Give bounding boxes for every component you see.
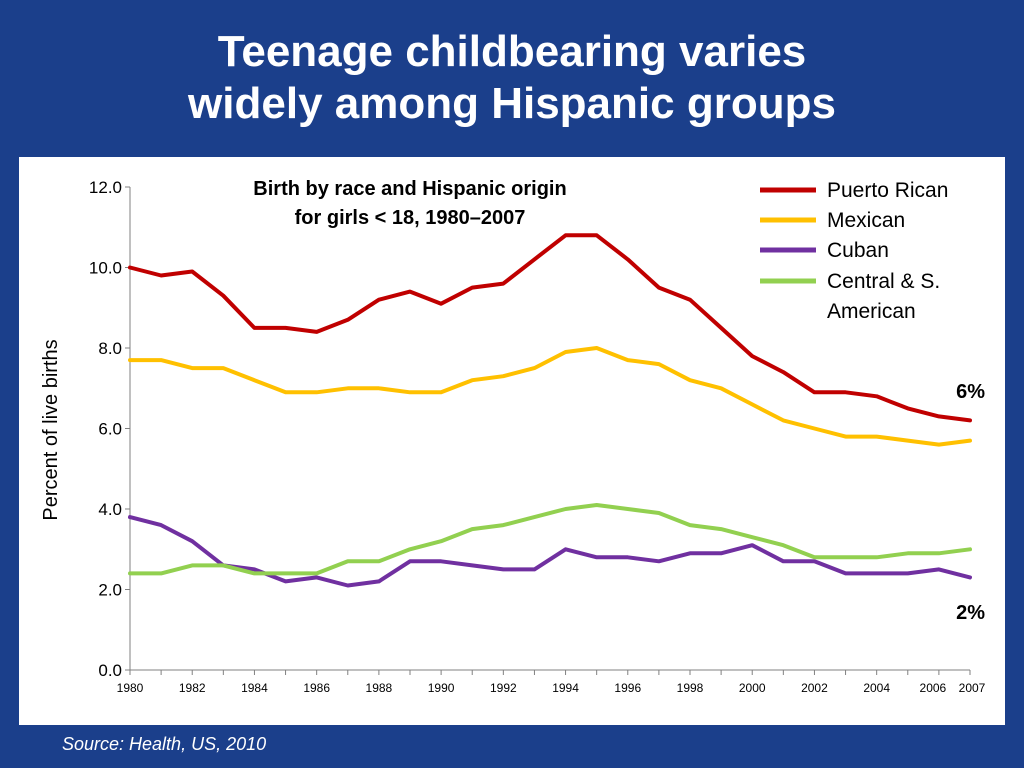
x-tick-label: 2004 bbox=[863, 681, 890, 695]
chart-panel: 0.0 2.0 4.0 6.0 8.0 10.0 12.0 1980 1982 1984 1986 1… bbox=[19, 157, 1005, 725]
line-chart: 0.0 2.0 4.0 6.0 8.0 10.0 12.0 1980 1982 1984 1986 1… bbox=[40, 178, 986, 695]
legend-label: Cuban bbox=[827, 239, 889, 262]
series-line-cuban bbox=[128, 515, 972, 588]
y-tick-label: 10.0 bbox=[89, 259, 122, 278]
legend-label: American bbox=[827, 300, 916, 323]
chart-title-line-1: Birth by race and Hispanic origin bbox=[253, 178, 566, 200]
y-tick-label: 12.0 bbox=[89, 178, 122, 197]
annotation-2-percent: 2% bbox=[956, 602, 985, 624]
x-tick-label: 1984 bbox=[241, 681, 268, 695]
x-tick-label: 1996 bbox=[614, 681, 641, 695]
y-tick-label: 2.0 bbox=[98, 581, 122, 600]
legend-label: Puerto Rican bbox=[827, 179, 948, 202]
source-note: Source: Health, US, 2010 bbox=[62, 734, 267, 754]
x-tick-label: 1982 bbox=[179, 681, 206, 695]
y-tick-label: 4.0 bbox=[98, 500, 122, 519]
series-line-puerto-rican bbox=[128, 233, 972, 423]
x-tick-label: 1980 bbox=[117, 681, 144, 695]
y-axis-label: Percent of live births bbox=[40, 339, 62, 520]
series-line-central-s-american bbox=[128, 503, 972, 576]
chart-title-line-2: for girls < 18, 1980–2007 bbox=[295, 207, 526, 229]
x-tick-label: 2002 bbox=[801, 681, 828, 695]
y-tick-label: 6.0 bbox=[98, 420, 122, 439]
y-tick-label: 0.0 bbox=[98, 661, 122, 680]
series-lines bbox=[128, 233, 972, 588]
x-tick-label: 2006 bbox=[920, 681, 947, 695]
legend: Puerto Rican Mexican Cuban Central & S. Amer… bbox=[760, 179, 948, 323]
series-line-mexican bbox=[128, 346, 972, 447]
legend-label: Mexican bbox=[827, 209, 905, 232]
slide-title: Teenage childbearing varies widely among… bbox=[0, 26, 1024, 130]
slide-title-line-1: Teenage childbearing varies bbox=[217, 27, 807, 76]
y-tick-label: 8.0 bbox=[98, 339, 122, 358]
x-tick-label: 1988 bbox=[366, 681, 393, 695]
x-tick-label: 2000 bbox=[739, 681, 766, 695]
x-tick-label: 1998 bbox=[677, 681, 704, 695]
annotation-6-percent: 6% bbox=[956, 381, 985, 403]
x-tick-label: 1992 bbox=[490, 681, 517, 695]
x-tick-label: 1986 bbox=[303, 681, 330, 695]
axes: 0.0 2.0 4.0 6.0 8.0 10.0 12.0 1980 1982 1984 1986 1… bbox=[89, 178, 986, 695]
slide-title-line-2: widely among Hispanic groups bbox=[188, 79, 836, 128]
x-tick-label: 1990 bbox=[428, 681, 455, 695]
x-tick-label: 2007 bbox=[959, 681, 986, 695]
x-tick-label: 1994 bbox=[552, 681, 579, 695]
legend-label: Central & S. bbox=[827, 270, 940, 293]
